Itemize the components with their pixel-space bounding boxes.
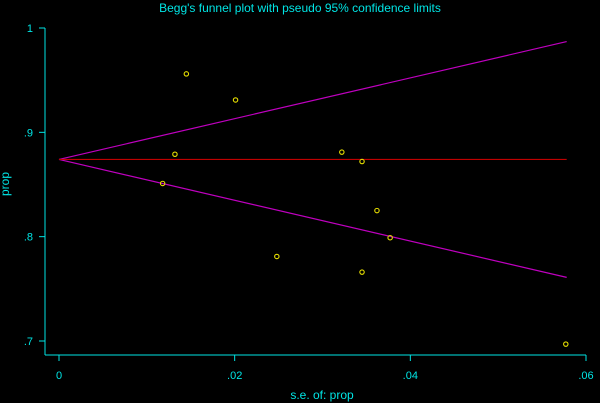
x-tick-label: 0 <box>56 370 62 382</box>
x-axis-label: s.e. of: prop <box>290 388 354 402</box>
data-point <box>374 207 380 214</box>
x-tick-label: .04 <box>403 370 418 382</box>
data-point <box>563 341 569 347</box>
x-tick-label: .02 <box>227 370 242 382</box>
y-axis-label: prop <box>0 172 12 196</box>
x-tick-label: .06 <box>578 370 593 382</box>
data-point <box>274 253 280 260</box>
y-tick-label: .8 <box>24 232 33 244</box>
data-point <box>172 151 178 157</box>
data-point <box>339 149 345 155</box>
data-point <box>232 97 239 103</box>
data-point <box>359 158 365 165</box>
upper-confidence-limit <box>58 40 567 161</box>
data-point <box>359 269 365 275</box>
y-tick-label: .9 <box>24 127 33 139</box>
y-tick-label: .7 <box>24 336 33 348</box>
lower-confidence-limit <box>58 158 567 278</box>
data-point <box>183 71 190 77</box>
data-point <box>387 234 393 241</box>
data-point <box>159 180 166 187</box>
chart-title: Begg's funnel plot with pseudo 95% confi… <box>159 1 441 15</box>
y-tick-label: 1 <box>27 23 33 35</box>
plot-area: 0 .02 .04 .06 .7 .8 .9 1 <box>24 23 594 382</box>
